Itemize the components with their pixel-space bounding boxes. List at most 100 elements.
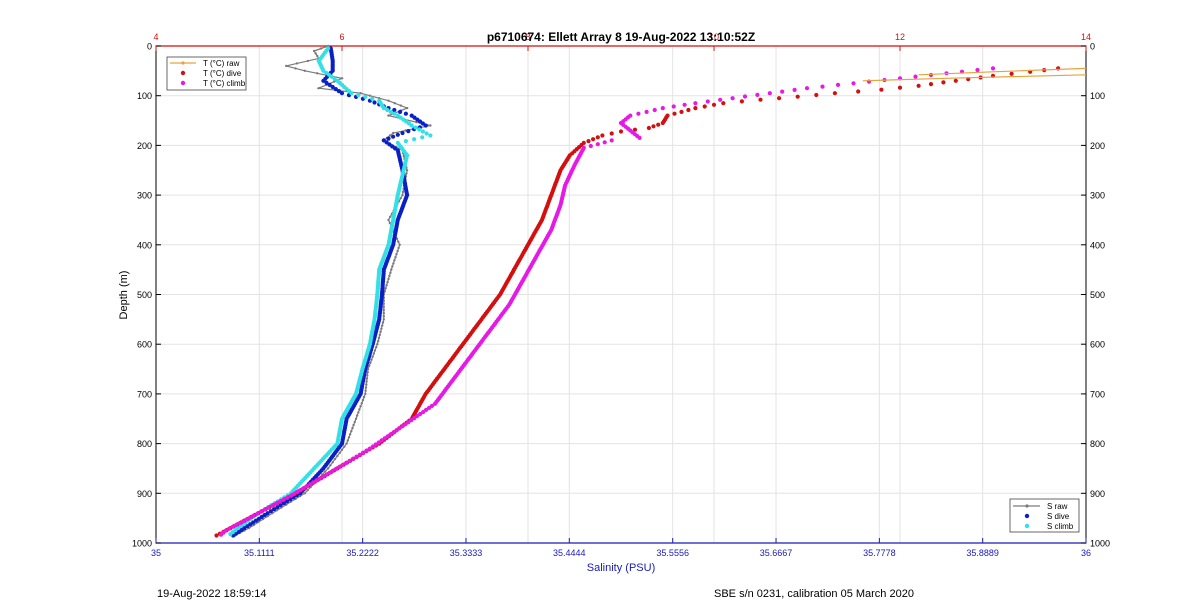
data-point-s-dive	[386, 136, 391, 141]
data-point-s-raw	[387, 218, 390, 222]
data-point-t-c-climb	[259, 509, 264, 514]
data-point-t-c-climb	[851, 81, 856, 86]
data-point-t-c-climb	[255, 511, 260, 516]
data-point-s-raw	[396, 249, 399, 253]
data-point-t-c-climb	[234, 522, 239, 528]
y-tick-label: 0	[147, 42, 152, 52]
legend-t-dive-marker	[180, 70, 186, 76]
data-point-t-c-climb	[270, 503, 275, 508]
x-bottom-tick-label: 35.3333	[450, 548, 483, 558]
data-point-t-c-climb	[928, 72, 934, 78]
data-point-s-dive	[339, 91, 345, 96]
data-point-t-c-climb	[219, 532, 224, 537]
data-point-s-raw	[306, 59, 310, 63]
data-point-t-c-climb	[324, 472, 329, 477]
data-point-t-c-climb	[427, 405, 432, 410]
data-point-t-c-climb	[804, 86, 810, 91]
data-point-t-c-dive	[916, 83, 921, 88]
data-point-t-c-climb	[308, 482, 313, 487]
data-point-s-raw	[384, 287, 387, 290]
data-point-t-c-climb	[412, 416, 417, 421]
data-point-s-raw	[380, 327, 383, 330]
data-point-s-dive	[391, 134, 396, 139]
data-point-t-c-climb	[682, 102, 687, 107]
y-tick-label: 300	[137, 191, 152, 201]
x-bottom-tick-label: 35.7778	[863, 548, 896, 558]
data-point-s-raw	[386, 280, 389, 284]
data-point-s-raw	[352, 423, 355, 427]
data-point-s-raw	[373, 349, 377, 352]
y-tick-label-right: 0	[1090, 42, 1095, 52]
data-point-s-dive	[321, 78, 326, 83]
data-point-s-raw	[397, 240, 400, 243]
series-line-t-raw	[862, 74, 1087, 82]
data-point-s-raw	[405, 172, 408, 175]
data-point-s-raw	[389, 271, 392, 274]
data-point-s-raw	[429, 124, 432, 127]
y-tick-label: 1000	[132, 539, 152, 549]
legend-s-climb-marker	[1024, 523, 1030, 529]
data-point-s-raw	[338, 451, 341, 455]
x-bottom-tick-label: 35.2222	[346, 548, 379, 558]
data-point-t-c-climb	[588, 143, 593, 149]
data-point-t-c-climb	[292, 491, 297, 496]
data-point-s-raw	[388, 274, 391, 278]
data-point-s-raw	[326, 467, 330, 470]
temperature-legend: T (°C) raw T (°C) dive T (°C) climb	[166, 56, 247, 91]
data-point-s-raw	[382, 302, 385, 305]
series-t-c-climb	[219, 66, 996, 537]
data-point-t-c-climb	[990, 66, 996, 71]
data-point-s-dive	[327, 82, 332, 87]
data-point-s-raw	[382, 311, 385, 315]
data-point-t-c-dive	[795, 94, 800, 99]
series-line-t-raw	[918, 67, 1087, 76]
data-point-s-raw	[347, 436, 351, 439]
data-point-s-raw	[317, 87, 320, 90]
data-point-t-c-climb	[730, 96, 735, 101]
x-bottom-tick-label: 35	[151, 548, 161, 558]
data-point-t-c-dive	[711, 102, 717, 107]
data-point-s-dive	[268, 509, 273, 514]
data-point-t-c-climb	[354, 454, 359, 459]
x-bottom-tick-label: 35.1111	[244, 548, 275, 558]
data-point-s-raw	[275, 509, 279, 512]
y-tick-label-right: 600	[1090, 340, 1105, 350]
data-point-s-raw	[370, 358, 373, 361]
data-point-s-raw	[379, 330, 382, 333]
data-point-t-c-climb	[330, 468, 335, 473]
y-tick-label-right: 800	[1090, 439, 1105, 449]
data-point-t-c-climb	[344, 460, 349, 465]
data-point-t-c-climb	[251, 513, 256, 518]
y-tick-label-right: 300	[1090, 191, 1105, 201]
data-point-s-raw	[323, 470, 327, 473]
series-t-raw	[862, 67, 1087, 82]
data-point-s-raw	[395, 252, 398, 256]
data-point-t-c-dive	[591, 137, 596, 142]
data-point-t-c-dive	[660, 120, 665, 126]
data-point-t-c-climb	[314, 478, 319, 483]
data-point-t-c-climb	[244, 517, 249, 522]
data-point-s-dive	[395, 132, 400, 137]
data-point-t-c-climb	[230, 524, 235, 529]
y-tick-label: 700	[137, 389, 152, 399]
data-point-t-c-dive	[651, 124, 656, 129]
data-point-s-raw	[360, 402, 363, 405]
data-point-s-raw	[382, 305, 385, 309]
data-point-t-c-climb	[609, 138, 614, 143]
data-point-t-c-climb	[391, 430, 396, 435]
y-tick-label: 600	[137, 340, 152, 350]
data-point-s-dive	[281, 501, 286, 506]
data-point-t-c-dive	[928, 82, 934, 87]
data-point-s-raw	[378, 333, 381, 337]
data-point-s-raw	[394, 256, 397, 259]
data-point-s-dive	[372, 100, 377, 105]
y-axis-label: Depth (m)	[118, 271, 130, 320]
data-point-s-raw	[331, 461, 334, 464]
data-point-s-raw	[354, 417, 358, 420]
data-point-t-c-climb	[320, 474, 326, 479]
data-point-s-dive	[330, 84, 335, 90]
data-point-t-c-climb	[400, 424, 405, 429]
data-point-s-raw	[303, 69, 306, 73]
data-point-t-c-climb	[792, 87, 797, 92]
data-point-s-climb	[370, 96, 375, 101]
